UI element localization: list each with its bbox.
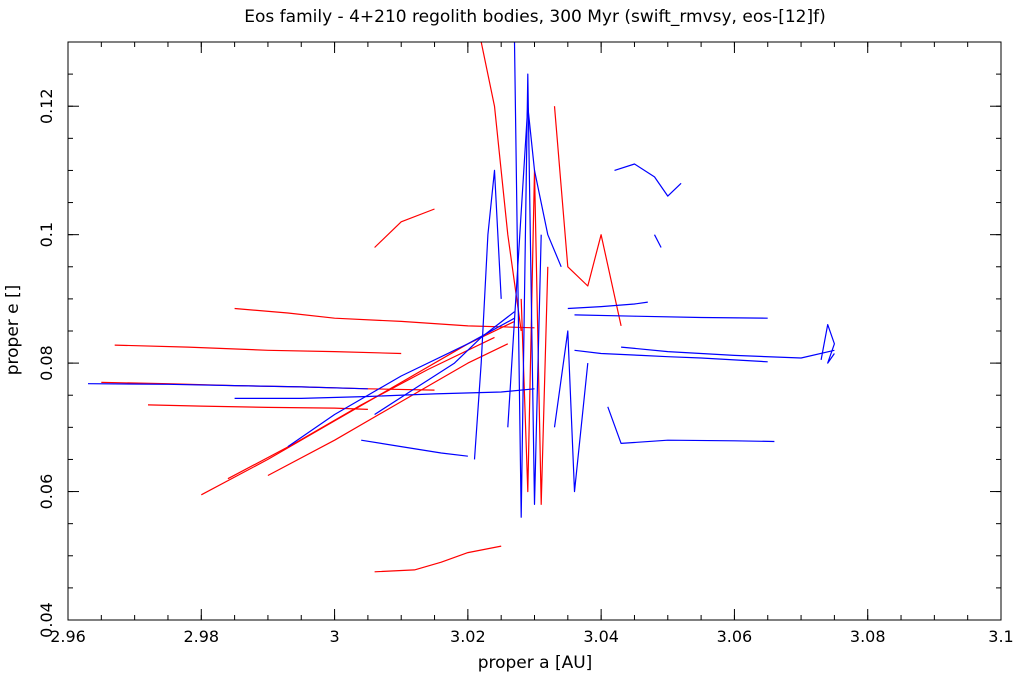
- series-line-11: [553, 106, 622, 327]
- x-tick-label: 3.06: [717, 627, 753, 646]
- series-line-22: [574, 314, 768, 319]
- series-line-9: [480, 41, 522, 332]
- series-line-8: [374, 545, 502, 573]
- series-line-12: [87, 383, 368, 390]
- series-line-6: [267, 343, 509, 477]
- x-tick-label: 2.96: [50, 627, 86, 646]
- series-line-25: [820, 324, 836, 364]
- series-line-17: [473, 169, 502, 460]
- series-line-20: [553, 330, 589, 493]
- series-line-18: [513, 41, 542, 518]
- series-line-27: [653, 234, 662, 248]
- plot-frame: [67, 41, 1002, 621]
- series-line-2: [147, 404, 368, 410]
- series-line-21: [567, 301, 648, 310]
- chart-title: Eos family - 4+210 regolith bodies, 300 …: [244, 7, 825, 27]
- series-line-26: [614, 163, 682, 197]
- series-line-15: [361, 439, 468, 457]
- x-tick-label: 3.02: [450, 627, 486, 646]
- series-line-23: [607, 406, 775, 444]
- y-tick-label: 0.06: [37, 474, 56, 510]
- series-line-19: [507, 105, 562, 428]
- series-line-28: [574, 349, 768, 363]
- series-line-24: [621, 346, 835, 359]
- series-layer: [87, 41, 836, 573]
- series-line-1: [114, 344, 402, 355]
- y-tick-label: 0.12: [37, 88, 56, 124]
- x-tick-label: 3: [329, 627, 339, 646]
- y-tick-label: 0.08: [37, 345, 56, 381]
- y-tick-label: 0.04: [37, 602, 56, 638]
- series-line-3: [234, 307, 535, 329]
- x-tick-label: 3.04: [583, 627, 619, 646]
- y-tick-label: 0.1: [37, 222, 56, 247]
- x-axis-label: proper a [AU]: [478, 653, 593, 673]
- axes-layer: 2.96 2.98 3 3.02 3.04 3.06 3.08 3.1 0.04 0.06 0.08…: [37, 41, 1014, 646]
- x-tick-label: 3.1: [988, 627, 1013, 646]
- series-line-5: [227, 336, 495, 480]
- y-axis-label: proper e []: [3, 285, 23, 376]
- series-line-7: [374, 208, 435, 248]
- x-tick-label: 3.08: [850, 627, 886, 646]
- series-line-16: [374, 311, 515, 416]
- x-tick-label: 2.98: [183, 627, 219, 646]
- series-line-13: [234, 388, 535, 399]
- series-line-4: [201, 320, 515, 496]
